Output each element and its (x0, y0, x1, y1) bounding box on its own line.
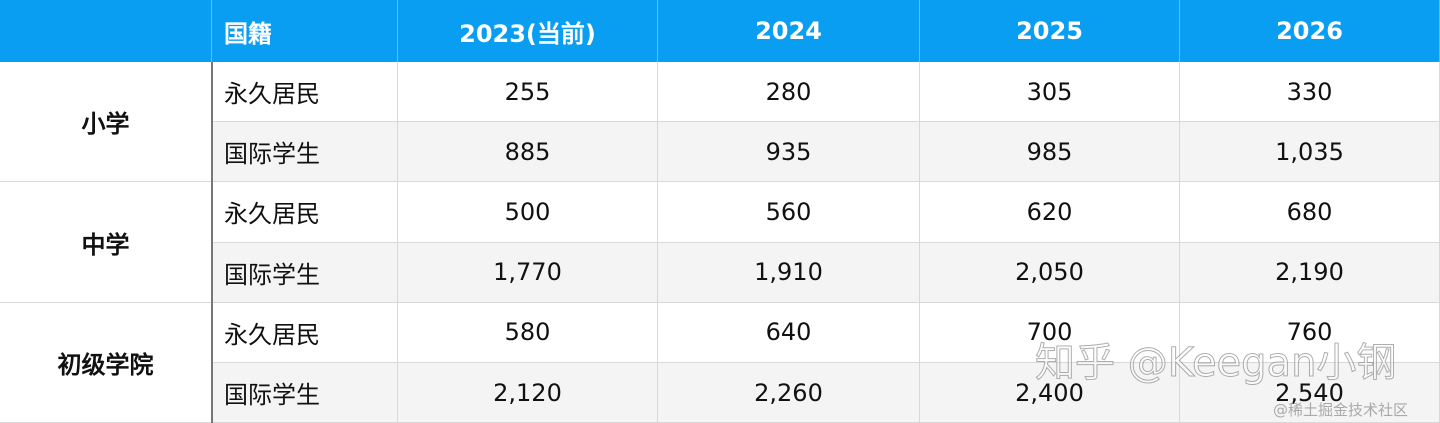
nationality-cell: 国际学生 (212, 122, 398, 183)
value-cell: 280 (658, 62, 920, 123)
nationality-cell: 永久居民 (212, 62, 398, 123)
group-separator (211, 62, 213, 423)
value-cell: 580 (398, 302, 658, 363)
value-cell: 305 (920, 62, 1180, 123)
watermark: 知乎 @Keegan小钢 (1034, 340, 1397, 387)
value-cell: 560 (658, 182, 920, 243)
value-cell: 500 (398, 182, 658, 243)
value-cell: 1,035 (1180, 122, 1440, 183)
value-cell: 2,050 (920, 242, 1180, 303)
value-cell: 2,260 (658, 363, 920, 423)
group-label: 中学 (0, 182, 212, 303)
nationality-cell: 国际学生 (212, 242, 398, 303)
value-cell: 2,190 (1180, 242, 1440, 303)
value-cell: 985 (920, 122, 1180, 183)
header-cell: 2024 (658, 0, 920, 62)
watermark: @稀土掘金技术社区 (1273, 401, 1409, 419)
header-cell (0, 0, 212, 62)
value-cell: 2,540 (1180, 363, 1440, 423)
value-cell: 680 (1180, 182, 1440, 243)
value-cell: 640 (658, 302, 920, 363)
header-cell: 2026 (1180, 0, 1440, 62)
group-label: 小学 (0, 62, 212, 183)
header-cell: 2023(当前) (398, 0, 658, 62)
value-cell: 1,910 (658, 242, 920, 303)
nationality-cell: 永久居民 (212, 302, 398, 363)
nationality-cell: 国际学生 (212, 363, 398, 423)
header-cell: 2025 (920, 0, 1180, 62)
value-cell: 935 (658, 122, 920, 183)
value-cell: 255 (398, 62, 658, 123)
value-cell: 620 (920, 182, 1180, 243)
value-cell: 885 (398, 122, 658, 183)
nationality-cell: 永久居民 (212, 182, 398, 243)
value-cell: 1,770 (398, 242, 658, 303)
header-cell: 国籍 (212, 0, 398, 62)
value-cell: 700 (920, 302, 1180, 363)
value-cell: 2,400 (920, 363, 1180, 423)
group-label: 初级学院 (0, 302, 212, 423)
value-cell: 330 (1180, 62, 1440, 123)
value-cell: 2,120 (398, 363, 658, 423)
